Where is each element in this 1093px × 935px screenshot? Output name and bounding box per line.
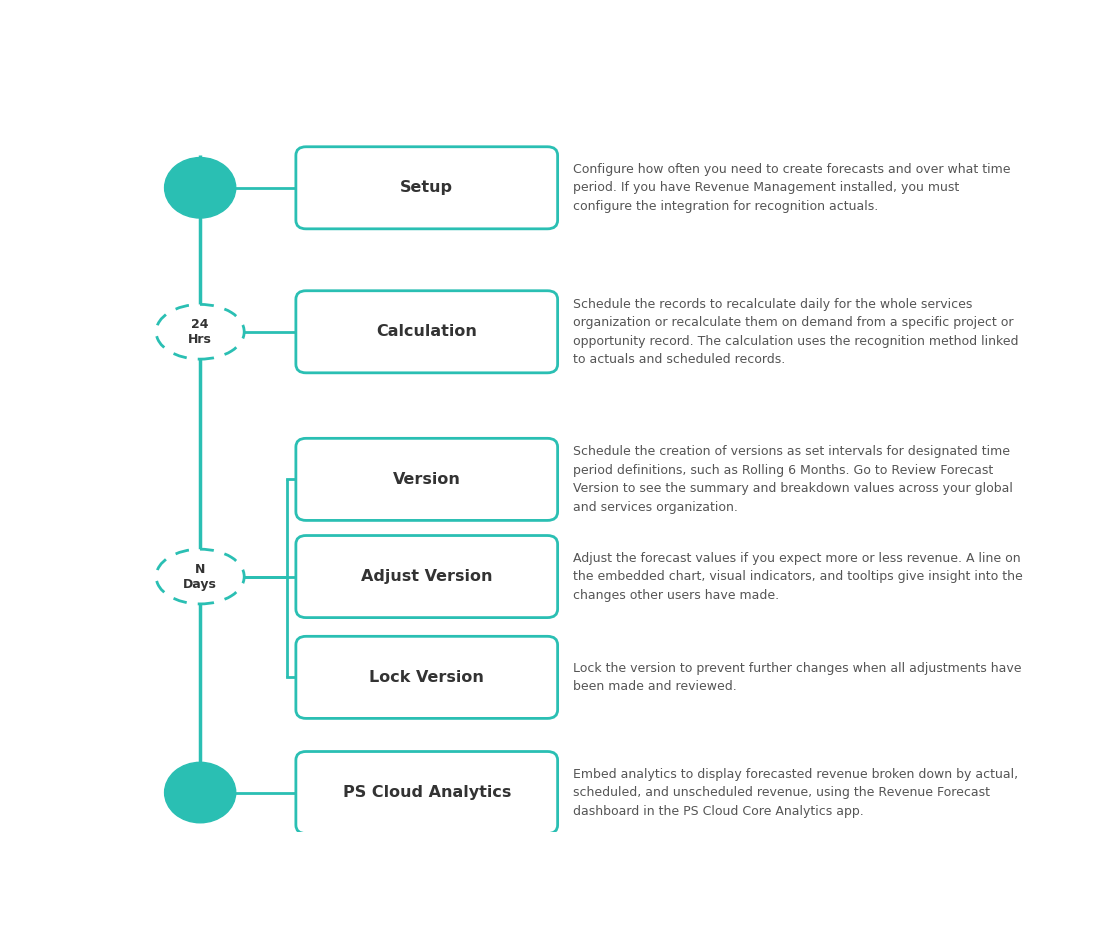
FancyBboxPatch shape: [296, 637, 557, 718]
Text: 24
Hrs: 24 Hrs: [188, 318, 212, 346]
Text: Lock Version: Lock Version: [369, 669, 484, 684]
Text: Schedule the records to recalculate daily for the whole services
organization or: Schedule the records to recalculate dail…: [573, 297, 1019, 366]
Ellipse shape: [156, 305, 244, 359]
Text: PS Cloud Analytics: PS Cloud Analytics: [342, 785, 510, 800]
FancyBboxPatch shape: [296, 439, 557, 521]
Circle shape: [165, 762, 236, 823]
FancyBboxPatch shape: [296, 536, 557, 618]
Text: Adjust Version: Adjust Version: [361, 569, 493, 584]
FancyBboxPatch shape: [296, 147, 557, 229]
Text: Schedule the creation of versions as set intervals for designated time
period de: Schedule the creation of versions as set…: [573, 445, 1013, 513]
FancyBboxPatch shape: [296, 752, 557, 834]
Text: Setup: Setup: [400, 180, 454, 195]
Text: Configure how often you need to create forecasts and over what time
period. If y: Configure how often you need to create f…: [573, 163, 1010, 213]
Circle shape: [165, 158, 236, 218]
Ellipse shape: [156, 549, 244, 604]
Text: Calculation: Calculation: [376, 324, 478, 339]
Text: Adjust the forecast values if you expect more or less revenue. A line on
the emb: Adjust the forecast values if you expect…: [573, 552, 1023, 601]
Text: Version: Version: [392, 472, 460, 487]
Text: Embed analytics to display forecasted revenue broken down by actual,
scheduled, : Embed analytics to display forecasted re…: [573, 768, 1018, 817]
FancyBboxPatch shape: [296, 291, 557, 373]
Text: N
Days: N Days: [184, 563, 218, 591]
Text: Lock the version to prevent further changes when all adjustments have
been made : Lock the version to prevent further chan…: [573, 662, 1021, 693]
